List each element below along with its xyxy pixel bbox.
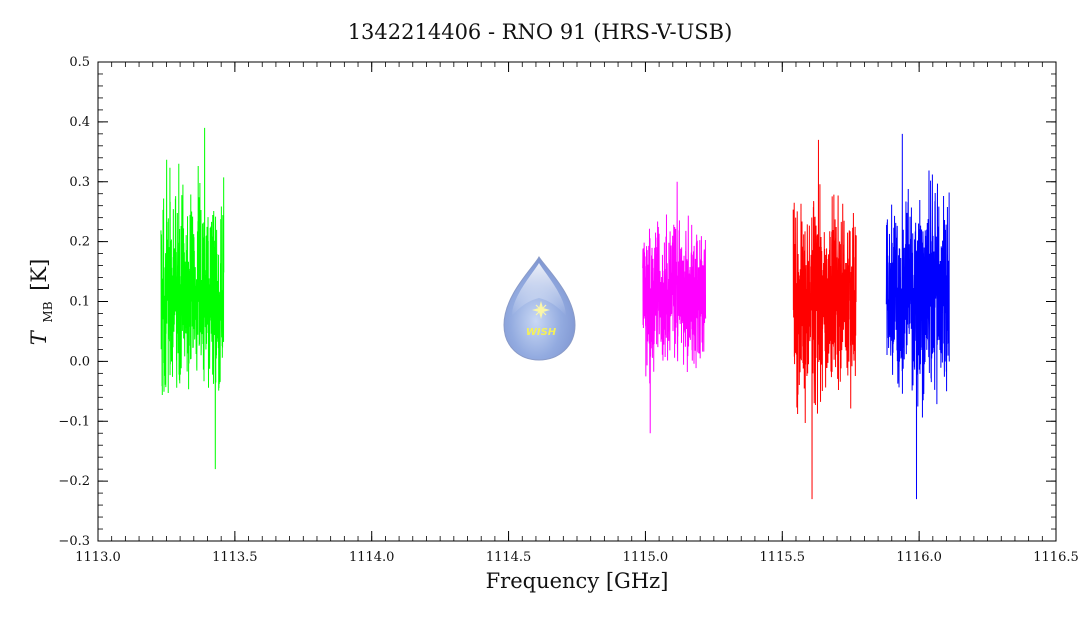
y-tick-label: 0.2 — [69, 235, 90, 250]
wish-logo: WISH — [503, 256, 576, 361]
star-icon — [532, 301, 550, 319]
y-tick-label: 0.4 — [69, 115, 90, 130]
x-tick-label: 1116.5 — [1033, 550, 1079, 565]
ticks-layer: 1113.0 1113.5 1114.0 1114.5 1115.0 1115.5 1116… — [58, 55, 1078, 565]
x-tick-label: 1115.0 — [623, 550, 669, 565]
x-tick-label: 1116.0 — [896, 550, 942, 565]
chart-title: 1342214406 - RNO 91 (HRS-V-USB) — [348, 20, 733, 44]
spectrum-series-line — [160, 127, 225, 470]
y-axis-label: T MB [K] — [27, 259, 57, 346]
x-tick-label: 1114.0 — [349, 550, 395, 565]
spectrum-series-line — [885, 133, 950, 500]
y-tick-label: −0.1 — [58, 414, 90, 429]
y-tick-label: 0.1 — [69, 295, 90, 310]
y-tick-label: 0.5 — [69, 55, 90, 70]
series-layer — [160, 127, 950, 500]
spectrum-series-line — [642, 181, 707, 434]
x-axis-label: Frequency [GHz] — [486, 569, 669, 593]
y-tick-label: 0.3 — [69, 175, 90, 190]
y-tick-label: 0.0 — [69, 354, 90, 369]
svg-text:T MB [K]: T MB [K] — [27, 259, 57, 346]
plot-frame — [97, 61, 1057, 542]
x-tick-label: 1114.5 — [486, 550, 532, 565]
y-tick-label: −0.3 — [58, 534, 90, 549]
x-tick-label: 1113.5 — [212, 550, 258, 565]
y-axis-label-main: T — [27, 329, 51, 345]
y-tick-label: −0.2 — [58, 474, 90, 489]
y-axis-label-sub: MB — [41, 301, 55, 322]
x-tick-label: 1113.0 — [75, 550, 121, 565]
logo-text: WISH — [526, 327, 557, 338]
y-axis-label-unit: [K] — [27, 259, 51, 291]
x-tick-label: 1115.5 — [760, 550, 806, 565]
spectrum-series-line — [792, 139, 857, 500]
